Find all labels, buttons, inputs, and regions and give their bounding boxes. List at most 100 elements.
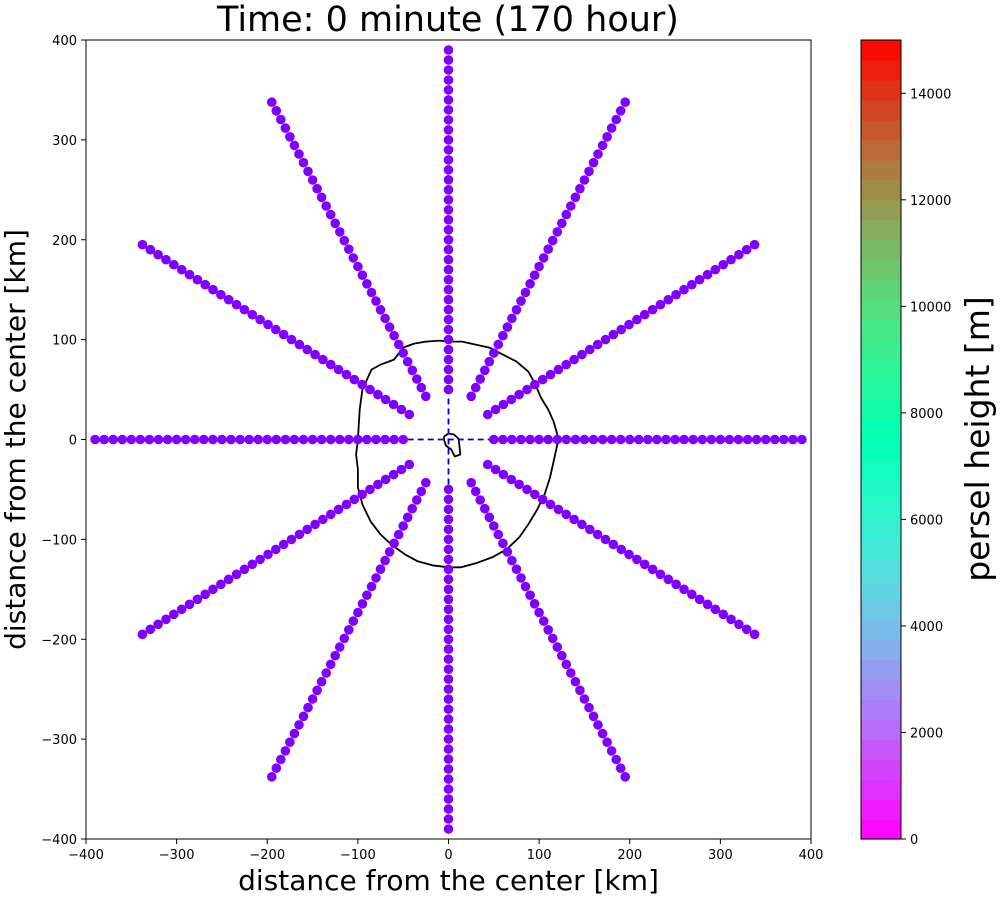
parcel-point — [176, 264, 187, 275]
parcel-point — [647, 564, 658, 575]
parcel-point — [615, 434, 626, 445]
parcel-point — [357, 270, 368, 281]
parcel-point — [137, 239, 148, 250]
colorbar-band — [861, 419, 901, 441]
parcel-point — [694, 594, 705, 605]
parcel-point — [616, 544, 626, 555]
parcel-point — [733, 434, 744, 445]
parcel-point — [443, 594, 454, 605]
colorbar-band — [861, 319, 901, 341]
parcel-point — [443, 284, 454, 295]
parcel-point — [606, 746, 617, 756]
parcel-point — [702, 269, 713, 280]
parcel-point — [597, 728, 608, 739]
parcel-point — [416, 486, 427, 497]
parcel-point — [797, 434, 807, 445]
parcel-point — [592, 339, 603, 350]
parcel-point — [534, 261, 544, 272]
parcel-point — [443, 514, 454, 525]
parcel-point — [404, 409, 415, 420]
colorbar-band — [861, 99, 901, 121]
parcel-point — [126, 434, 137, 445]
colorbar: 0 2000 4000 6000 8000 10000 12000 14000 — [860, 39, 951, 848]
parcel-point — [569, 354, 579, 365]
parcel-point — [316, 192, 327, 203]
parcel-point — [584, 702, 594, 713]
colorbar-band — [861, 599, 901, 620]
parcel-point — [443, 55, 454, 65]
parcel-point — [388, 399, 399, 410]
colorbar-band — [861, 459, 901, 481]
colorbar-band — [861, 299, 901, 321]
parcel-point — [200, 589, 210, 600]
colorbar-band — [861, 719, 901, 740]
parcel-point — [694, 274, 705, 285]
parcel-point — [412, 374, 422, 384]
parcel-point — [169, 259, 179, 270]
parcel-point — [493, 529, 504, 540]
parcel-point — [271, 324, 281, 335]
x-tick-label: 400 — [799, 848, 824, 863]
parcel-point — [624, 549, 634, 560]
parcel-point — [443, 734, 454, 744]
colorbar-band — [861, 399, 901, 421]
parcel-point — [489, 521, 499, 531]
parcel-point — [303, 166, 313, 177]
parcel-point — [443, 384, 454, 395]
parcel-point — [289, 140, 300, 151]
parcel-point — [516, 296, 526, 306]
parcel-point — [443, 294, 454, 305]
colorbar-tick-label: 8000 — [910, 407, 943, 422]
parcel-point — [208, 434, 218, 445]
parcel-point — [443, 774, 454, 784]
parcel-point — [349, 374, 360, 385]
parcel-point — [294, 149, 304, 159]
parcel-point — [529, 599, 540, 609]
parcel-point — [553, 364, 564, 375]
parcel-point — [404, 459, 415, 470]
colorbar-band — [861, 499, 901, 520]
colorbar-band — [861, 579, 901, 600]
parcel-point — [380, 474, 391, 485]
parcel-point — [255, 314, 265, 325]
parcel-point — [490, 404, 501, 415]
parcel-point — [443, 185, 454, 195]
parcel-point — [443, 544, 454, 555]
parcel-point — [687, 279, 697, 290]
parcel-point — [751, 434, 762, 445]
parcel-point — [371, 434, 381, 445]
parcel-point — [443, 244, 454, 255]
parcel-point — [475, 495, 486, 505]
parcel-point — [333, 364, 344, 375]
parcel-point — [286, 334, 297, 345]
parcel-point — [547, 633, 558, 644]
colorbar-band — [861, 539, 901, 560]
y-tick-label: −100 — [41, 533, 77, 548]
parcel-point — [443, 274, 454, 285]
parcel-point — [310, 349, 320, 360]
parcel-point — [608, 329, 619, 340]
parcel-point — [263, 319, 273, 330]
parcel-point — [443, 484, 454, 495]
parcel-point — [353, 434, 363, 445]
parcel-point — [443, 125, 454, 135]
colorbar-band — [861, 259, 901, 281]
parcel-point — [597, 434, 608, 445]
colorbar-band — [861, 199, 901, 221]
parcel-point — [298, 711, 309, 722]
colorbar-band — [861, 619, 901, 640]
parcel-point — [522, 384, 532, 395]
parcel-point — [153, 619, 163, 630]
colorbar-band — [861, 159, 901, 181]
parcel-point — [278, 539, 289, 550]
parcel-point — [312, 685, 322, 696]
parcel-point — [145, 624, 156, 635]
colorbar-band — [861, 439, 901, 461]
parcel-point — [538, 253, 549, 263]
parcel-point — [710, 264, 721, 275]
parcel-point — [749, 629, 760, 640]
y-axis-label: distance from the center [km] — [0, 229, 32, 650]
colorbar-band — [861, 59, 901, 81]
parcel-point — [529, 270, 540, 281]
parcel-point — [706, 434, 717, 445]
